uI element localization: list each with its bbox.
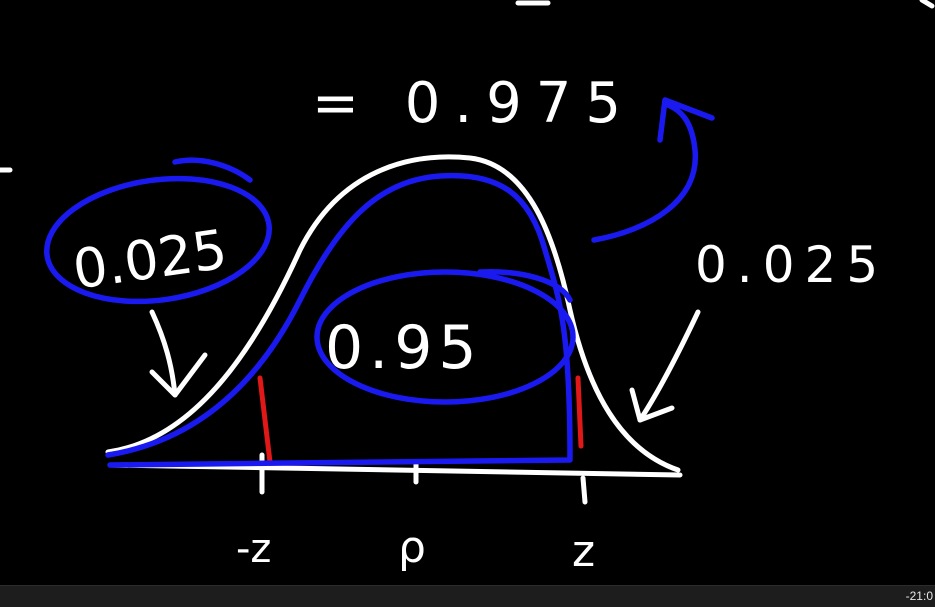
whiteboard-canvas: = 0.975 0.025 0.95 0.025 -z ρ z <box>0 0 935 577</box>
axis-mid-label: ρ <box>398 522 426 573</box>
left-label-circle <box>44 175 272 305</box>
tick-right <box>580 475 588 505</box>
center-label-circle <box>314 269 576 405</box>
right-arrow <box>637 309 701 423</box>
axis-left-label: -z <box>236 526 271 572</box>
axis-right-label: z <box>572 526 595 577</box>
left-arrow <box>149 309 178 398</box>
center-label: 0.95 <box>325 313 483 383</box>
highlight-region <box>105 172 573 468</box>
left-arrow-head <box>149 352 208 398</box>
normal-curve <box>105 154 681 473</box>
result-label: = 0.975 <box>312 71 635 136</box>
left-cutoff-mark <box>257 375 273 465</box>
left-label-circle-tail <box>172 157 253 183</box>
result-arrow <box>591 102 698 243</box>
time-remaining: -21:0 <box>905 589 933 603</box>
right-tail-label: 0.025 <box>695 236 888 294</box>
right-arrow-head <box>629 387 675 423</box>
center-label-circle-tail <box>477 269 573 303</box>
video-player-bar[interactable]: -21:0 <box>0 585 935 607</box>
stray-mark-top-right <box>919 0 935 9</box>
result-arrow-head <box>657 97 715 143</box>
right-cutoff-mark <box>575 375 584 449</box>
